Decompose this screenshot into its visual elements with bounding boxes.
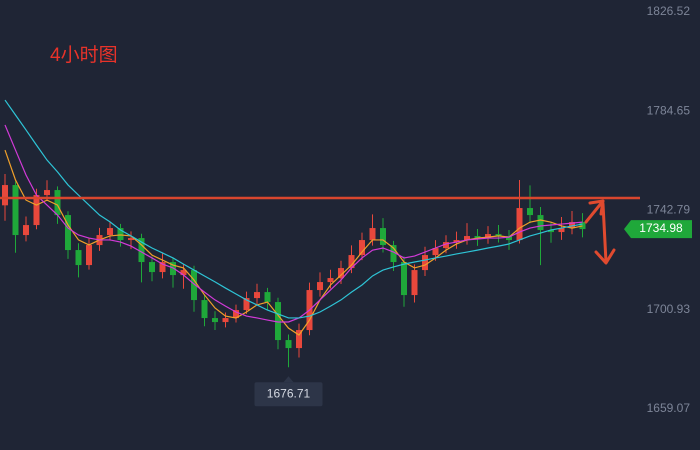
candle-body — [296, 330, 302, 349]
arrow-head — [594, 248, 616, 265]
candle-body — [317, 282, 323, 291]
y-tick-label: 1742.79 — [647, 203, 691, 217]
arrow-head — [588, 199, 605, 216]
candle-body — [33, 195, 40, 226]
candle-body — [275, 302, 281, 341]
candle-body — [128, 238, 134, 241]
candle-body — [369, 228, 376, 241]
candle-body — [222, 318, 229, 323]
arrow-up — [584, 199, 605, 224]
candle-body — [201, 300, 208, 319]
y-tick-label: 1659.07 — [647, 401, 691, 415]
arrow-down — [601, 202, 608, 264]
candle-body — [138, 238, 145, 263]
low-marker-label: 1676.71 — [267, 386, 311, 400]
candle-body — [254, 292, 260, 299]
candle-body — [44, 190, 50, 196]
candle-body — [548, 230, 554, 233]
candle-body — [516, 208, 523, 241]
candle-body — [558, 228, 565, 233]
candle-body — [212, 318, 218, 323]
y-tick-label: 1826.52 — [647, 4, 691, 18]
candle-body — [348, 255, 355, 269]
candle-body — [495, 234, 502, 237]
candle-body — [180, 270, 187, 276]
candle-body — [359, 240, 365, 256]
candle-body — [453, 240, 460, 243]
candle-body — [191, 270, 197, 301]
moving-average-line — [4, 124, 583, 323]
candle-body — [474, 236, 481, 239]
candle-body — [464, 236, 470, 241]
candle-body — [65, 215, 71, 251]
candle-body — [390, 245, 397, 263]
candle-body — [12, 185, 19, 236]
plot-area — [2, 99, 586, 368]
candle-body — [432, 248, 439, 256]
candle-body — [380, 228, 386, 246]
low-marker-pointer — [283, 376, 294, 383]
y-tick-label: 1784.65 — [647, 103, 691, 117]
candle-body — [54, 190, 61, 216]
candle-body — [485, 234, 491, 239]
candle-body — [75, 250, 82, 266]
low-marker-box — [254, 382, 323, 407]
annotation-arrows — [584, 199, 616, 265]
candle-body — [338, 268, 344, 279]
candle-body — [506, 236, 512, 241]
y-tick-label: 1700.93 — [647, 302, 691, 316]
candle-body — [401, 262, 407, 296]
candle-body — [149, 262, 155, 273]
candle-body — [285, 340, 292, 349]
price-tag — [624, 220, 692, 239]
price-tag-label: 1734.98 — [639, 221, 683, 235]
candle-body — [233, 310, 239, 319]
candle-body — [443, 242, 449, 249]
candle-body — [527, 208, 533, 216]
candle-body — [569, 222, 575, 229]
candle-body — [422, 255, 428, 271]
candle-body — [243, 298, 250, 311]
candle-body — [537, 215, 544, 231]
candle-body — [2, 185, 8, 206]
candle-body — [107, 228, 113, 236]
candle-body — [411, 270, 418, 296]
candle-body — [579, 222, 586, 230]
chart-title: 4小时图 — [50, 44, 118, 66]
moving-average-line — [4, 99, 583, 319]
candle-body — [23, 225, 29, 236]
moving-average-line — [4, 149, 583, 336]
candle-body — [159, 262, 166, 273]
candle-body — [117, 228, 124, 241]
candle-body — [327, 278, 334, 283]
candle-body — [86, 245, 92, 266]
candle-body — [264, 292, 271, 303]
